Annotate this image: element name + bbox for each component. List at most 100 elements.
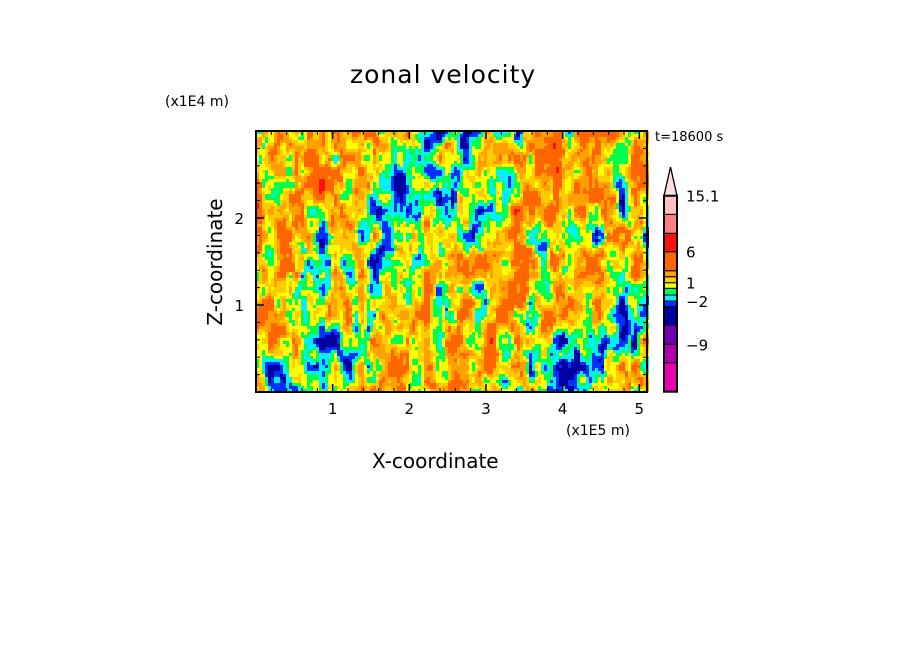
contour-cell	[343, 131, 346, 134]
contour-cell	[481, 173, 484, 176]
contour-cell	[406, 176, 409, 179]
contour-cell	[421, 161, 424, 164]
contour-cell	[430, 179, 433, 182]
contour-cell	[511, 239, 514, 242]
contour-cell	[295, 167, 298, 170]
contour-cell	[637, 191, 640, 194]
contour-cell	[619, 143, 622, 146]
contour-cell	[394, 167, 397, 170]
contour-cell	[280, 230, 283, 233]
contour-cell	[406, 140, 409, 143]
contour-cell	[634, 206, 637, 209]
contour-cell	[547, 167, 550, 170]
contour-cell	[328, 227, 331, 230]
contour-cell	[325, 176, 328, 179]
contour-cell	[559, 143, 562, 146]
contour-cell	[640, 131, 643, 134]
contour-cell	[466, 197, 469, 200]
contour-cell	[400, 176, 403, 179]
contour-cell	[568, 188, 571, 191]
contour-cell	[613, 179, 616, 182]
contour-cell	[541, 194, 544, 197]
contour-cell	[412, 170, 415, 173]
contour-cell	[277, 215, 280, 218]
contour-cell	[547, 188, 550, 191]
contour-cell	[532, 206, 535, 209]
contour-cell	[451, 188, 454, 191]
contour-cell	[304, 173, 307, 176]
contour-cell	[595, 206, 598, 209]
contour-cell	[631, 197, 634, 200]
contour-cell	[346, 134, 349, 137]
contour-cell	[487, 197, 490, 200]
contour-cell	[271, 197, 274, 200]
contour-cell	[568, 197, 571, 200]
contour-cell	[592, 221, 595, 224]
contour-cell	[307, 143, 310, 146]
contour-cell	[643, 170, 646, 173]
contour-cell	[490, 164, 493, 167]
contour-cell	[445, 239, 448, 242]
contour-cell	[559, 134, 562, 137]
contour-cell	[502, 221, 505, 224]
contour-cell	[385, 185, 388, 188]
contour-cell	[295, 143, 298, 146]
contour-cell	[448, 200, 451, 203]
contour-cell	[259, 236, 262, 239]
contour-cell	[463, 158, 466, 161]
contour-cell	[592, 137, 595, 140]
contour-cell	[631, 131, 634, 134]
contour-cell	[595, 131, 598, 134]
contour-cell	[418, 194, 421, 197]
contour-cell	[298, 236, 301, 239]
contour-cell	[361, 170, 364, 173]
contour-cell	[325, 179, 328, 182]
contour-cell	[406, 137, 409, 140]
contour-cell	[439, 239, 442, 242]
contour-cell	[625, 206, 628, 209]
contour-cell	[595, 242, 598, 245]
contour-cell	[487, 224, 490, 227]
contour-cell	[556, 176, 559, 179]
contour-cell	[262, 212, 265, 215]
contour-cell	[493, 167, 496, 170]
contour-cell	[637, 221, 640, 224]
contour-cell	[499, 239, 502, 242]
contour-cell	[283, 149, 286, 152]
contour-cell	[490, 176, 493, 179]
contour-cell	[283, 131, 286, 134]
contour-cell	[370, 233, 373, 236]
contour-cell	[505, 194, 508, 197]
contour-cell	[586, 203, 589, 206]
contour-cell	[322, 197, 325, 200]
contour-cell	[313, 164, 316, 167]
contour-cell	[310, 176, 313, 179]
contour-cell	[550, 155, 553, 158]
contour-cell	[520, 158, 523, 161]
contour-cell	[388, 191, 391, 194]
contour-cell	[406, 206, 409, 209]
contour-cell	[361, 182, 364, 185]
contour-cell	[433, 242, 436, 245]
contour-cell	[289, 185, 292, 188]
contour-cell	[595, 167, 598, 170]
contour-cell	[334, 242, 337, 245]
contour-cell	[439, 143, 442, 146]
contour-cell	[517, 185, 520, 188]
contour-cell	[568, 194, 571, 197]
contour-cell	[505, 179, 508, 182]
contour-cell	[529, 188, 532, 191]
contour-cell	[556, 212, 559, 215]
contour-cell	[616, 155, 619, 158]
contour-cell	[412, 131, 415, 134]
contour-cell	[301, 146, 304, 149]
contour-cell	[325, 236, 328, 239]
contour-cell	[514, 176, 517, 179]
contour-cell	[583, 182, 586, 185]
contour-cell	[481, 233, 484, 236]
contour-cell	[424, 206, 427, 209]
contour-cell	[307, 233, 310, 236]
contour-cell	[349, 137, 352, 140]
contour-cell	[622, 242, 625, 245]
contour-cell	[460, 185, 463, 188]
